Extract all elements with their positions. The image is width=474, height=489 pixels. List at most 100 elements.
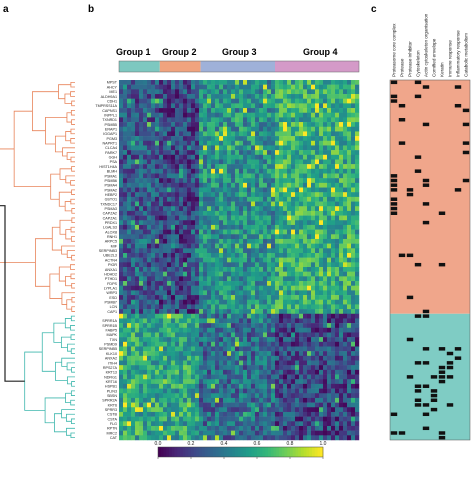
heatmap-cell <box>143 397 148 403</box>
heatmap-cell <box>147 80 152 85</box>
heatmap-cell <box>263 108 268 113</box>
heatmap-cell <box>223 267 228 272</box>
heatmap-cell <box>139 220 144 226</box>
heatmap-cell <box>207 215 212 221</box>
heatmap-cell <box>207 421 212 427</box>
heatmap-cell <box>303 89 308 95</box>
heatmap-cell <box>319 173 324 179</box>
heatmap-cell <box>351 309 356 315</box>
heatmap-cell <box>199 206 204 212</box>
heatmap-cell <box>135 299 140 305</box>
heatmap-cell <box>287 122 292 128</box>
heatmap-cell <box>303 98 308 104</box>
heatmap-cell <box>311 379 316 385</box>
heatmap-cell <box>351 365 356 371</box>
heatmap-cell <box>219 402 224 408</box>
heatmap-cell <box>219 276 224 282</box>
heatmap-cell <box>135 271 140 277</box>
heatmap-cell <box>127 267 132 272</box>
heatmap-cell <box>175 220 180 226</box>
group-label-2: Group 2 <box>162 47 197 57</box>
heatmap-cell <box>335 94 340 99</box>
heatmap-cell <box>235 131 240 137</box>
heatmap-cell <box>219 271 224 277</box>
heatmap-cell <box>183 393 188 399</box>
heatmap-cell <box>339 252 344 258</box>
heatmap-cell <box>131 89 136 95</box>
heatmap-cell <box>143 323 148 329</box>
heatmap-cell <box>311 224 316 230</box>
heatmap-cell <box>147 309 152 315</box>
heatmap-cell <box>323 173 328 179</box>
heatmap-cell <box>155 435 160 441</box>
heatmap-cell <box>227 327 232 333</box>
heatmap-cell <box>263 98 268 104</box>
heatmap-cell <box>327 360 332 366</box>
heatmap-cell <box>227 84 232 90</box>
heatmap-cell <box>171 248 176 254</box>
heatmap-cell <box>143 164 148 170</box>
heatmap-cell <box>135 112 140 118</box>
heatmap-cell <box>183 407 188 413</box>
heatmap-cell <box>295 397 300 403</box>
heatmap-cell <box>175 313 180 319</box>
heatmap-cell <box>255 267 260 272</box>
heatmap-cell <box>167 94 172 99</box>
heatmap-cell <box>303 229 308 235</box>
heatmap-cell <box>215 435 220 441</box>
heatmap-cell <box>195 94 200 99</box>
heatmap-cell <box>179 215 184 221</box>
heatmap-cell <box>163 229 168 235</box>
heatmap-cell <box>347 332 352 338</box>
heatmap-cell <box>315 248 320 254</box>
heatmap-cell <box>227 313 232 319</box>
heatmap-cell <box>151 257 156 263</box>
heatmap-cell <box>147 365 152 371</box>
heatmap-cell <box>143 295 148 300</box>
annotation-mark <box>430 375 438 379</box>
heatmap-cell <box>223 360 228 366</box>
heatmap-cell <box>191 281 196 286</box>
heatmap-cell <box>179 126 184 132</box>
heatmap-cell <box>139 393 144 399</box>
heatmap-cell <box>331 365 336 371</box>
heatmap-cell <box>143 168 148 174</box>
heatmap-cell <box>175 89 180 95</box>
heatmap-cell <box>327 318 332 324</box>
heatmap-cell <box>343 271 348 277</box>
heatmap-cell <box>263 126 268 132</box>
heatmap-cell <box>275 196 280 202</box>
heatmap-cell <box>207 323 212 329</box>
heatmap-cell <box>163 295 168 300</box>
heatmap-cell <box>227 108 232 113</box>
annotation-mark <box>462 108 470 113</box>
heatmap-cell <box>119 365 124 371</box>
heatmap-cell <box>335 145 340 151</box>
heatmap-cell <box>187 393 192 399</box>
heatmap-cell <box>203 178 208 184</box>
heatmap-cell <box>235 416 240 422</box>
heatmap-cell <box>311 131 316 137</box>
heatmap-cell <box>243 360 248 366</box>
heatmap-cell <box>311 346 316 352</box>
heatmap-cell <box>247 262 252 268</box>
heatmap-cell <box>163 192 168 198</box>
heatmap-cell <box>263 374 268 380</box>
heatmap-cell <box>155 397 160 403</box>
heatmap-cell <box>171 295 176 300</box>
heatmap-cell <box>155 346 160 352</box>
heatmap-cell <box>191 140 196 146</box>
heatmap-cell <box>199 122 204 128</box>
heatmap-cell <box>247 122 252 128</box>
heatmap-cell <box>207 365 212 371</box>
heatmap-cell <box>215 168 220 174</box>
heatmap-cell <box>199 402 204 408</box>
dendrogram-branch <box>54 413 67 433</box>
heatmap-cell <box>243 238 248 244</box>
heatmap-cell <box>279 243 284 249</box>
heatmap-cell <box>315 327 320 333</box>
heatmap-cell <box>231 341 236 347</box>
heatmap-cell <box>331 276 336 282</box>
heatmap-cell <box>199 290 204 296</box>
heatmap-cell <box>283 238 288 244</box>
